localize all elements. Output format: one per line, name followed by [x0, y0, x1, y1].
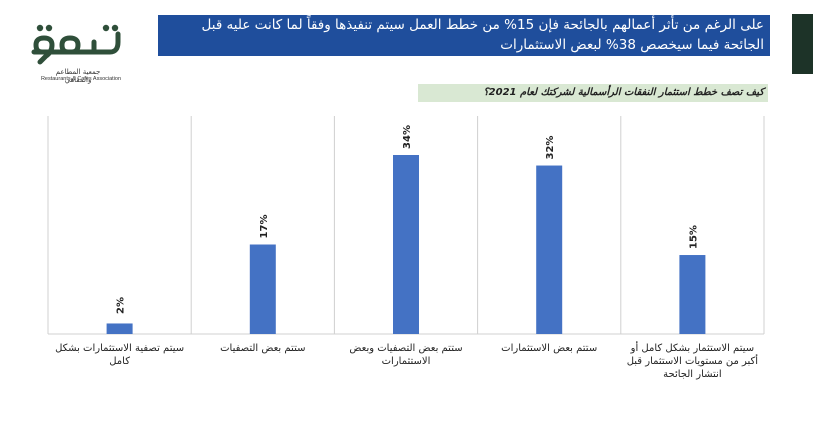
- data-label: 32%: [545, 136, 556, 160]
- bar: [249, 244, 276, 334]
- category-label: سيتم تصفية الاستثمارات بشكل كامل: [55, 343, 185, 367]
- data-label: 15%: [688, 225, 699, 249]
- category-label: ستتم بعض التصفيات: [220, 343, 306, 354]
- data-label: 2%: [116, 297, 127, 314]
- bar: [393, 155, 419, 334]
- logo-english-name: Restaurants & Cafes Association: [40, 76, 122, 82]
- data-label: 34%: [402, 125, 413, 149]
- logo: جمعية المطاعم والمقاهي Restaurants & Caf…: [22, 12, 130, 84]
- category-label: سيتم الاستثمار بشكل كامل أو أكبر من مستو…: [626, 343, 759, 380]
- headline-banner: على الرغم من تأثر أعمالهم بالجائحة فإن 1…: [158, 15, 770, 56]
- logo-mark: [31, 24, 121, 65]
- bar: [679, 255, 706, 334]
- bar: [106, 323, 133, 334]
- corner-accent-block: [792, 14, 813, 74]
- logo-arabic-name: جمعية المطاعم والمقاهي: [55, 68, 101, 84]
- category-label: ستتم بعض الاستثمارات: [501, 343, 598, 354]
- data-label: 17%: [259, 215, 270, 239]
- chart-question: كيف تصف خطط استثمار النفقات الرأسمالية ل…: [418, 84, 768, 102]
- category-label: ستتم بعض التصفيات وبعض الاستثمارات: [349, 343, 463, 367]
- bar: [536, 165, 563, 334]
